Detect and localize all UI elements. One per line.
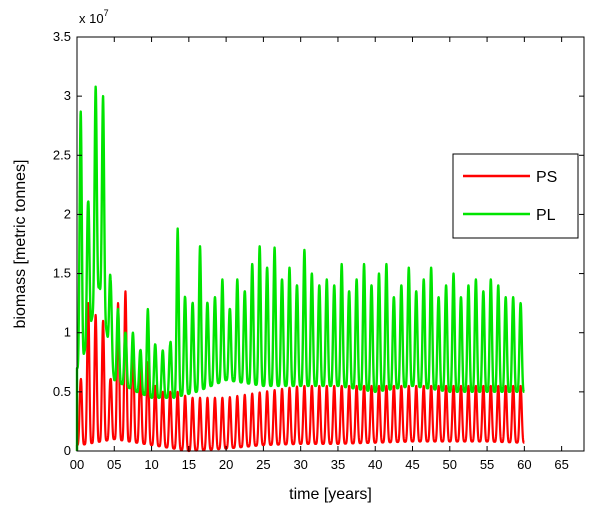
legend-box: [452, 153, 579, 239]
x-tick-label: 65: [554, 457, 568, 472]
data-layer: [75, 85, 526, 453]
legend-label-ps: PS: [536, 169, 557, 186]
y-tick-label: 1: [64, 325, 71, 340]
x-tick-label: 35: [331, 457, 345, 472]
y-tick-label: 2.5: [53, 147, 71, 162]
x-tick-label: 30: [293, 457, 307, 472]
x-tick-label: 10: [144, 457, 158, 472]
y-exponent-power: 7: [104, 8, 109, 18]
x-tick-label: 15: [182, 457, 196, 472]
y-exponent-base: x 10: [79, 11, 104, 26]
y-tick-label: 0: [64, 443, 71, 458]
y-exponent-label: x 107: [79, 8, 109, 26]
y-tick-label: 1.5: [53, 266, 71, 281]
x-tick-label: 60: [517, 457, 531, 472]
legend: PS PL: [452, 153, 579, 239]
x-tick-label: 40: [368, 457, 382, 472]
y-tick-label: 3.5: [53, 29, 71, 44]
legend-label-pl: PL: [536, 207, 556, 224]
x-tick-label: 25: [256, 457, 270, 472]
x-tick-label: 45: [405, 457, 419, 472]
series-line-pl: [75, 85, 526, 451]
x-tick-label: 50: [443, 457, 457, 472]
x-tick-label: 05: [107, 457, 121, 472]
plot-frame: [76, 36, 585, 452]
x-tick-label: 00: [70, 457, 84, 472]
x-axis-label: time [years]: [289, 486, 372, 503]
x-tick-label: 55: [480, 457, 494, 472]
x-tick-label: 20: [219, 457, 233, 472]
y-tick-label: 3: [64, 88, 71, 103]
ticks-layer: 00 05 10 15 20 25 30 35 40 45 50 55 60 65 0 0.5 1 1.5 2 2.5…: [53, 29, 584, 472]
y-axis-label: biomass [metric tonnes]: [12, 160, 29, 329]
series-line-ps: [75, 290, 526, 453]
y-tick-label: 2: [64, 206, 71, 221]
y-tick-label: 0.5: [53, 384, 71, 399]
